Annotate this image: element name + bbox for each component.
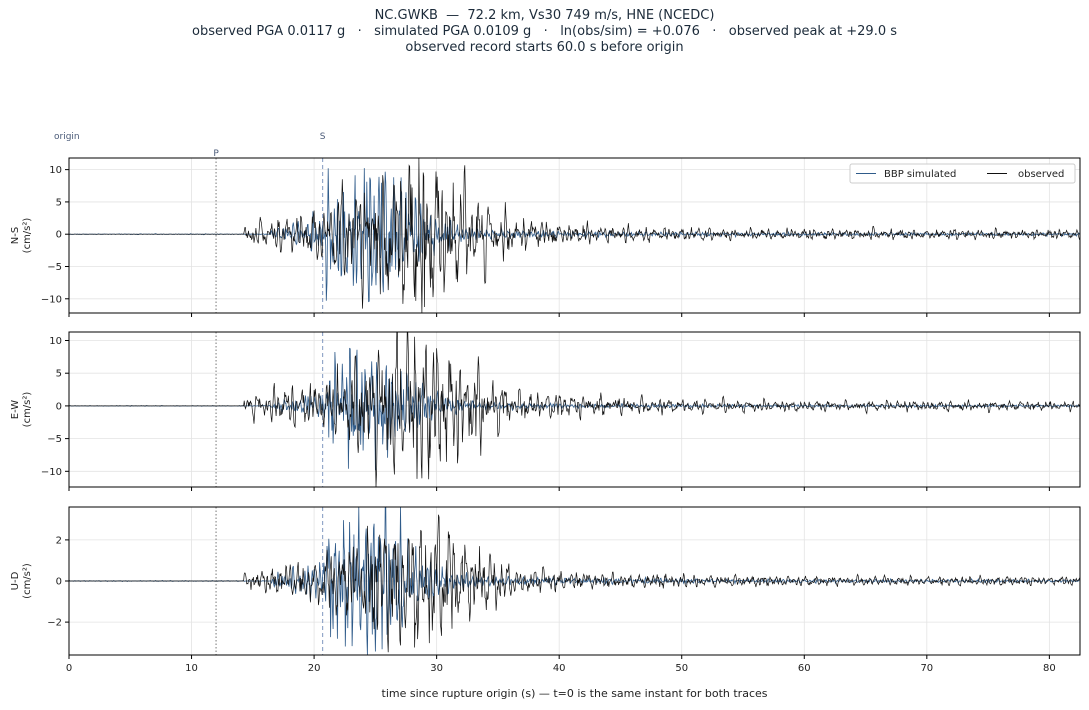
panel-frame-ns (68, 157, 1081, 314)
y-axis-label: E-W (10, 400, 21, 420)
x-tick-label: 10 (185, 663, 198, 674)
title-line-2: observed PGA 0.0117 g · simulated PGA 0.… (191, 24, 898, 39)
s-label: S (320, 132, 326, 142)
legend-label-observed: observed (1018, 169, 1064, 180)
y-tick-label: −10 (41, 294, 62, 305)
x-tick-label: 20 (308, 663, 321, 674)
y-tick-label: 10 (49, 165, 62, 176)
y-tick-label: −5 (47, 434, 62, 445)
series-observed-ns (69, 157, 1081, 314)
origin-label: origin (54, 132, 80, 142)
x-tick-label: 30 (430, 663, 443, 674)
y-axis-label: N-S (10, 227, 21, 244)
title-line-1: NC.GWKB — 72.2 km, Vs30 749 m/s, HNE (NC… (374, 8, 715, 23)
legend (849, 163, 1076, 184)
y-tick-label: 0 (56, 230, 62, 241)
y-tick-label: 10 (49, 336, 62, 347)
series-simulated-ew (68, 347, 1081, 471)
x-tick-label: 50 (675, 663, 688, 674)
y-tick-label: −5 (47, 262, 62, 273)
panel-ew (65, 331, 1081, 491)
y-tick-label: 2 (56, 535, 62, 546)
y-tick-label: −10 (41, 467, 62, 478)
series-observed-ew (69, 331, 1081, 488)
legend-box (849, 163, 1076, 184)
panel-ns (65, 157, 1081, 317)
y-axis-unit: (cm/s²) (22, 563, 33, 599)
figure-title: NC.GWKB — 72.2 km, Vs30 749 m/s, HNE (NC… (0, 8, 1089, 56)
x-tick-label: 60 (798, 663, 811, 674)
y-tick-label: 5 (56, 197, 62, 208)
panel-frame-ew (68, 331, 1081, 488)
y-tick-label: 0 (56, 577, 62, 588)
y-tick-label: 0 (56, 401, 62, 412)
legend-label-simulated: BBP simulated (884, 169, 956, 180)
y-axis-unit: (cm/s²) (22, 392, 33, 428)
y-tick-label: −2 (47, 618, 62, 629)
y-axis-label: U-D (10, 571, 21, 590)
series-observed-ud (69, 514, 1081, 653)
y-axis-unit: (cm/s²) (22, 218, 33, 254)
y-tick-label: 5 (56, 369, 62, 380)
panel-ud (65, 506, 1081, 659)
x-tick-label: 80 (1043, 663, 1056, 674)
x-tick-label: 70 (920, 663, 933, 674)
series-simulated-ud (68, 506, 1081, 656)
title-line-3: observed record starts 60.0 s before ori… (405, 40, 684, 55)
p-label: P (213, 149, 219, 159)
x-axis-label: time since rupture origin (s) — t=0 is t… (382, 687, 768, 700)
x-tick-label: 0 (66, 663, 72, 674)
x-tick-label: 40 (553, 663, 566, 674)
